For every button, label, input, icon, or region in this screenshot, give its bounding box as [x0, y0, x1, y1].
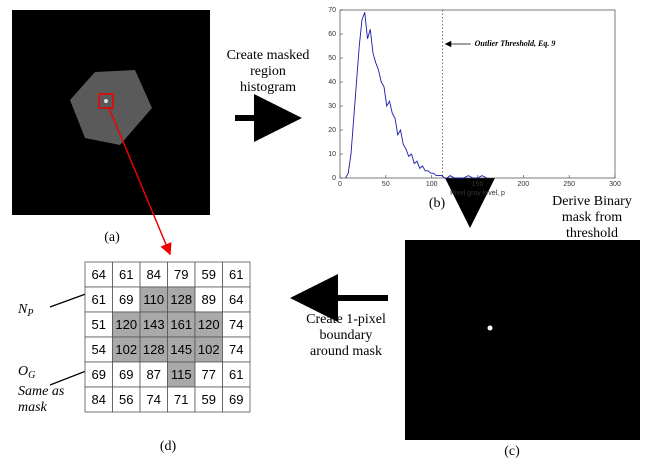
panel-label: (d) [160, 439, 177, 454]
y-tick-label: 20 [328, 127, 336, 134]
x-tick-label: 250 [563, 181, 575, 188]
step-text: histogram [240, 80, 296, 95]
cell-value: 77 [202, 367, 216, 382]
step-text: mask from [562, 210, 622, 225]
cell-value: 61 [229, 367, 243, 382]
cell-value: 102 [115, 342, 137, 357]
cell-value: 89 [202, 292, 216, 307]
cell-value: 74 [229, 342, 243, 357]
y-tick-label: 40 [328, 79, 336, 86]
cell-value: 115 [171, 367, 192, 382]
cell-value: 128 [170, 292, 192, 307]
x-axis-label: Pixel gray level, p [450, 190, 505, 197]
symbol-main: O [18, 364, 28, 379]
cell-value: 74 [229, 317, 243, 332]
cell-value: 145 [170, 342, 192, 357]
cell-value: 59 [202, 267, 216, 282]
mask-pixel [488, 326, 493, 331]
y-tick-label: 30 [328, 103, 336, 110]
cell-value: 84 [147, 267, 161, 282]
x-tick-label: 200 [517, 181, 529, 188]
panel-label: (b) [429, 196, 446, 211]
cell-value: 64 [92, 267, 106, 282]
cell-value: 102 [198, 342, 220, 357]
y-tick-label: 60 [328, 31, 336, 38]
annotation: Outlier Threshold, Eq. 9 [475, 39, 556, 48]
cell-value: 69 [92, 367, 106, 382]
cell-value: 87 [147, 367, 161, 382]
symbol-sub: G [28, 370, 35, 381]
symbol: OG [18, 364, 35, 381]
symbol-note: Same as [18, 384, 65, 399]
step-text: Create masked [227, 48, 310, 63]
cell-value: 120 [115, 317, 137, 332]
cell-value: 161 [170, 317, 192, 332]
panel-label: (a) [104, 230, 120, 245]
y-tick-label: 0 [332, 175, 336, 182]
step-text: Derive Binary [552, 194, 632, 209]
cell-value: 51 [92, 317, 106, 332]
y-tick-label: 50 [328, 55, 336, 62]
cell-value: 69 [229, 392, 243, 407]
pixel [104, 99, 108, 103]
cell-value: 64 [229, 292, 243, 307]
cell-value: 61 [92, 292, 106, 307]
step-text: around mask [310, 344, 382, 359]
symbol-main: N [17, 302, 28, 317]
plot-frame [340, 10, 615, 178]
symbol: NP [17, 302, 33, 319]
cell-value: 56 [119, 392, 133, 407]
step-text: Create 1-pixel [306, 312, 386, 327]
image-c [405, 240, 640, 440]
cell-value: 69 [119, 292, 133, 307]
cell-value: 61 [119, 267, 133, 282]
x-tick-label: 300 [609, 181, 621, 188]
cell-value: 69 [119, 367, 133, 382]
x-tick-label: 100 [426, 181, 438, 188]
cell-value: 143 [143, 317, 165, 332]
cell-value: 79 [174, 267, 188, 282]
cell-value: 120 [198, 317, 220, 332]
step-text: boundary [320, 328, 373, 343]
step-text: region [250, 64, 286, 79]
symbol-sub: P [26, 308, 33, 319]
x-tick-label: 150 [472, 181, 484, 188]
cell-value: 84 [92, 392, 106, 407]
panel-label: (c) [504, 444, 520, 459]
y-tick-label: 10 [328, 151, 336, 158]
cell-value: 61 [229, 267, 243, 282]
cell-value: 128 [143, 342, 165, 357]
cell-value: 110 [143, 292, 164, 307]
cell-value: 74 [147, 392, 161, 407]
x-tick-label: 50 [382, 181, 390, 188]
cell-value: 71 [174, 392, 188, 407]
cell-value: 59 [202, 392, 216, 407]
cell-value: 54 [92, 342, 106, 357]
x-tick-label: 0 [338, 181, 342, 188]
step-text: threshold [566, 226, 618, 241]
figure: (a) (c) (b) (d) Create maskedregionhisto… [0, 0, 654, 464]
y-tick-label: 70 [328, 7, 336, 14]
symbol-note: mask [18, 400, 48, 415]
